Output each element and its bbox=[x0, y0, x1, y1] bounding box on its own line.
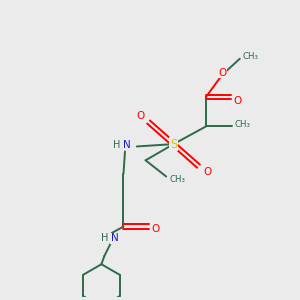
Text: O: O bbox=[233, 95, 242, 106]
Text: O: O bbox=[203, 167, 211, 177]
Text: O: O bbox=[136, 110, 144, 121]
Text: O: O bbox=[151, 224, 159, 235]
Text: H: H bbox=[113, 140, 121, 150]
Text: N: N bbox=[111, 233, 119, 243]
Text: CH₃: CH₃ bbox=[169, 175, 185, 184]
Text: CH₃: CH₃ bbox=[235, 121, 251, 130]
Text: N: N bbox=[123, 140, 131, 150]
Text: H: H bbox=[101, 233, 108, 243]
Text: CH₃: CH₃ bbox=[243, 52, 259, 61]
Text: O: O bbox=[219, 68, 227, 78]
Text: S: S bbox=[170, 138, 177, 151]
